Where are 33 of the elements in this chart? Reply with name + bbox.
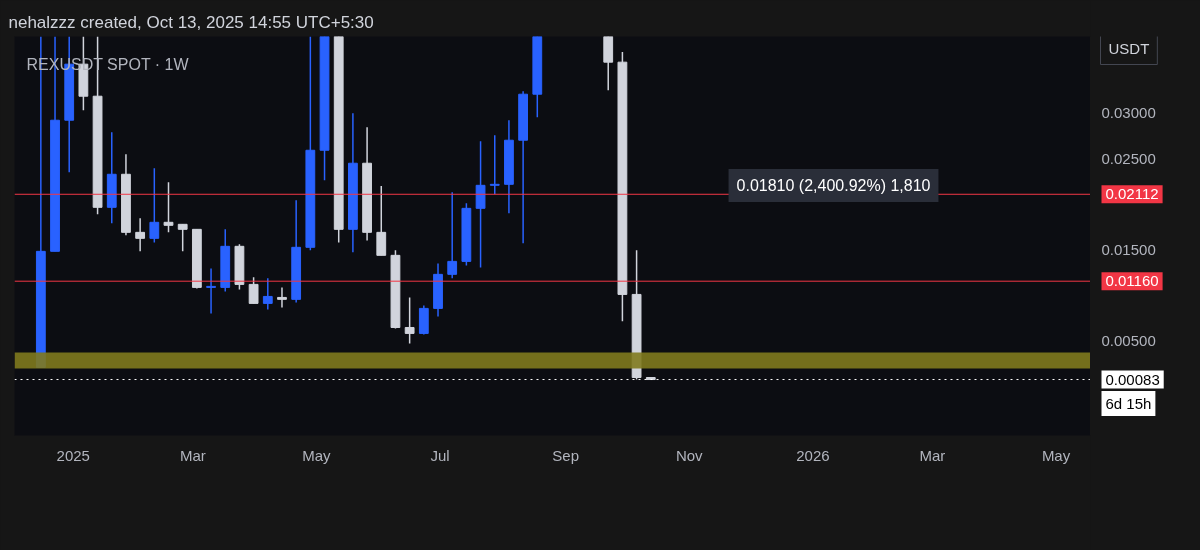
candlestick	[404, 296, 415, 345]
x-tick-label: Mar	[919, 446, 946, 464]
candlestick	[262, 277, 273, 311]
candlestick	[177, 223, 188, 253]
candlestick	[206, 267, 216, 315]
candlestick	[475, 140, 486, 269]
x-tick-label: Nov	[675, 446, 704, 464]
ref-line-label: 0.00083	[1105, 370, 1160, 388]
y-tick-label: 0.00500	[1101, 332, 1156, 350]
candlestick	[447, 191, 458, 280]
candlestick	[376, 185, 387, 257]
candlestick	[277, 286, 287, 309]
y-tick-label: 0.03000	[1101, 104, 1156, 122]
y-axis-title: USDT	[1108, 39, 1150, 57]
x-tick-label: Mar	[179, 446, 206, 464]
x-tick-label: May	[302, 446, 332, 464]
ref-line-label: 0.02112	[1105, 185, 1159, 203]
y-tick-label: 0.01500	[1101, 241, 1156, 259]
candlestick	[149, 167, 160, 244]
ref-line-label: 0.01160	[1105, 272, 1159, 290]
x-tick-label: 2025	[56, 446, 90, 464]
candlestick	[489, 134, 500, 196]
x-tick-label: Jul	[430, 446, 450, 464]
x-tick-label: May	[1041, 446, 1071, 464]
candlestick	[248, 276, 259, 305]
x-tick-label: 2026	[796, 446, 830, 464]
candlestick	[163, 181, 174, 234]
text: nehalzzz created, Oct 13, 2025 14:55 UTC+5:30	[8, 12, 374, 32]
annotation: 0.01810 (2,400.92%) 1,810	[736, 177, 931, 194]
y-tick-label: 0.02500	[1101, 149, 1156, 167]
x-tick-label: Sep	[552, 446, 580, 464]
text: 6d 15h	[1105, 395, 1152, 413]
candlestick	[135, 217, 146, 253]
